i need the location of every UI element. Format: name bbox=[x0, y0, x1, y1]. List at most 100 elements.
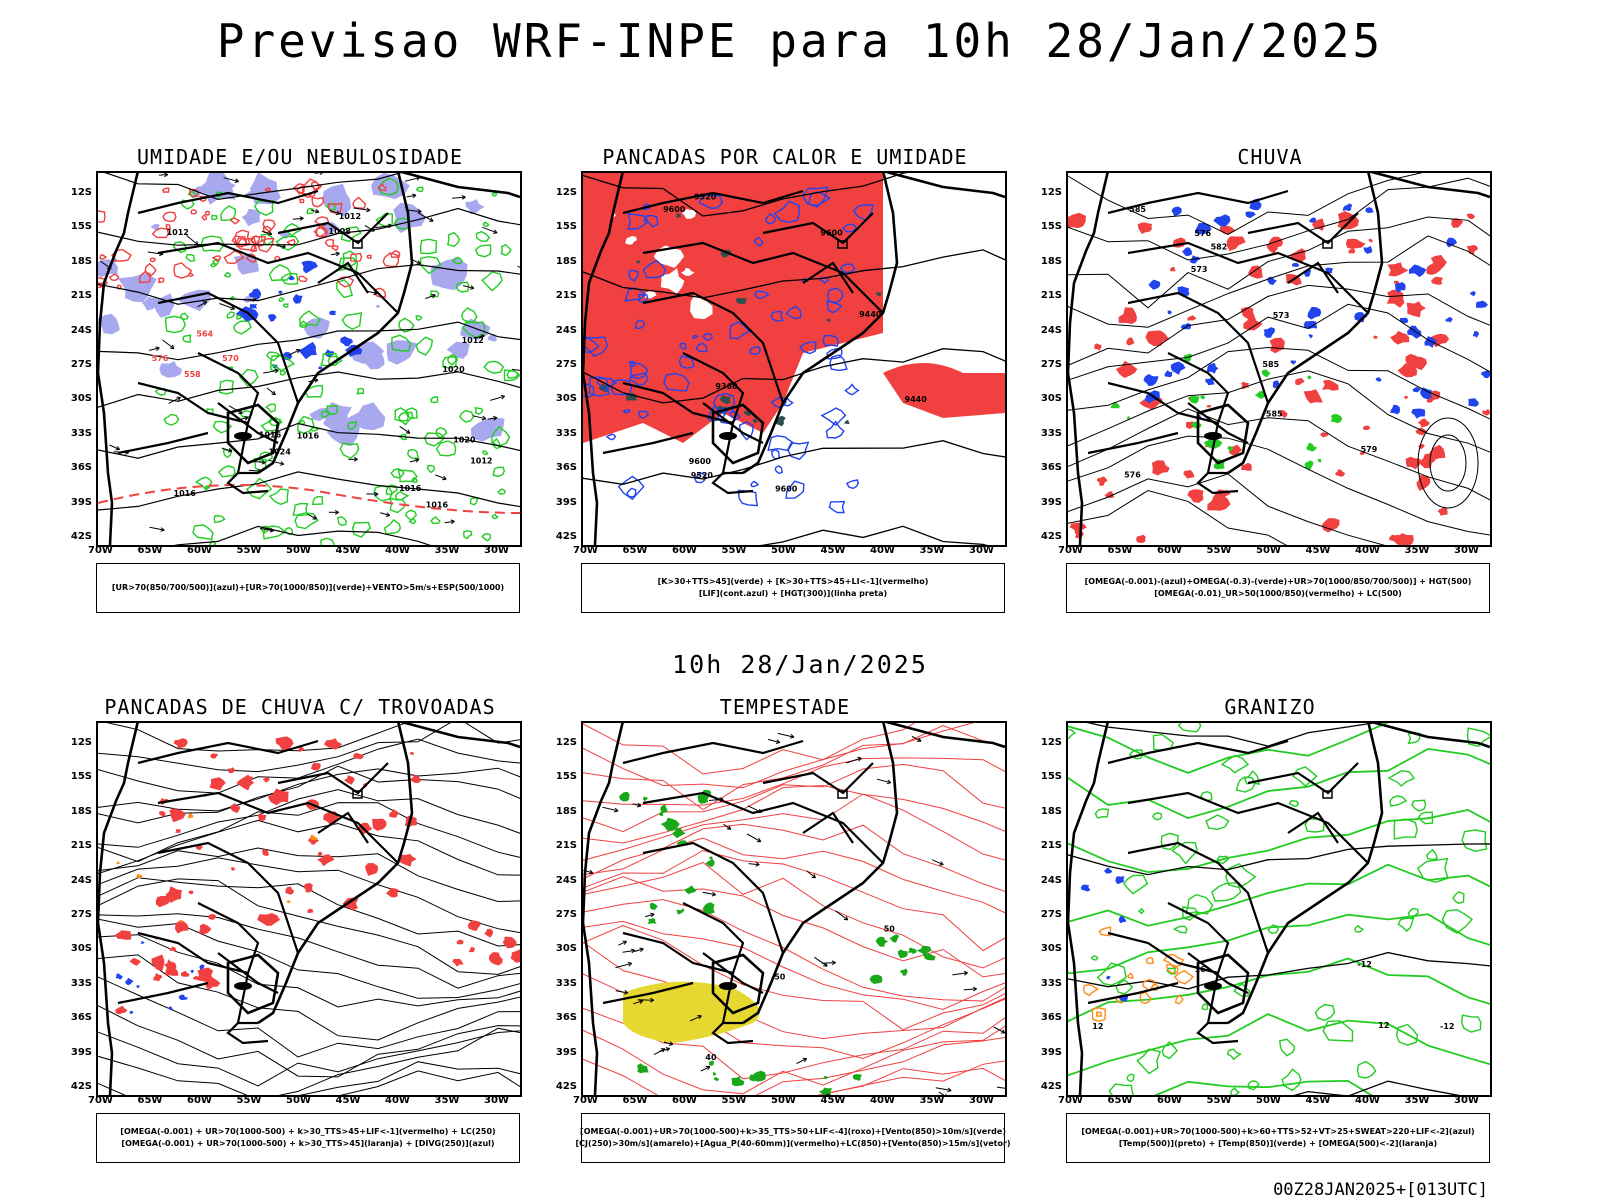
lon-tick-label: 45W bbox=[820, 545, 846, 556]
lon-tick-label: 40W bbox=[870, 545, 895, 556]
lat-tick-label: 36S bbox=[70, 462, 92, 474]
lat-tick-label: 12S bbox=[555, 737, 577, 748]
legend-line: [OMEGA(-0.01)_UR>50(1000/850)(vermelho) … bbox=[1154, 589, 1402, 598]
contour-label: 1016 bbox=[399, 484, 422, 493]
lat-tick-label: 12S bbox=[70, 737, 92, 748]
contour-label: 1012 bbox=[462, 336, 484, 345]
lat-tick-label: 39S bbox=[70, 496, 92, 508]
contour-label: 9600 bbox=[689, 457, 712, 466]
contour-label: 1024 bbox=[269, 448, 292, 457]
contour-label: -12 bbox=[1440, 1022, 1454, 1031]
legend-line: [CJ(250)>30m/s](amarelo)+[Agua_P(40-60mm… bbox=[575, 1139, 1011, 1148]
contour-label: 9600 bbox=[820, 228, 843, 237]
contour-label: 50 bbox=[884, 925, 896, 934]
lat-tick-label: 24S bbox=[1040, 874, 1062, 886]
lat-tick-label: 15S bbox=[1040, 771, 1062, 783]
contour-label: 12 bbox=[1092, 1022, 1103, 1031]
lat-tick-label: 27S bbox=[70, 359, 92, 370]
map-plot: 50 40 50 bbox=[581, 721, 1007, 1097]
map-plot: 1012 1012 1020 1016 1012 1008 1016 1012 1016 1020… bbox=[96, 171, 522, 547]
lat-tick-label: 18S bbox=[555, 255, 577, 267]
field-overlay bbox=[1068, 723, 1490, 1095]
coastline-borders bbox=[583, 723, 1005, 1095]
lat-tick-label: 12S bbox=[1040, 737, 1062, 748]
lat-tick-label: 21S bbox=[1040, 840, 1062, 852]
lat-tick-label: 15S bbox=[70, 771, 92, 783]
panel-tempestade: TEMPESTADE 50 40 50 12S 15S 18S 21S 24S 27S 30S 33S… bbox=[545, 695, 1025, 1175]
contour-label: 558 bbox=[184, 370, 201, 379]
lon-tick-label: 35W bbox=[434, 1095, 460, 1106]
panel-title: PANCADAS POR CALOR E UMIDADE bbox=[602, 145, 968, 169]
panel-granizo: GRANIZO -12 -12 12 12 16 12S 15S 18S 21S 24S 27S 30S… bbox=[1030, 695, 1510, 1175]
legend-box: [K>30+TTS>45](verde) + [K>30+TTS>45+LI<-… bbox=[581, 563, 1005, 613]
contour-label: 585 bbox=[1262, 360, 1279, 369]
lat-tick-label: 24S bbox=[1040, 324, 1062, 336]
lat-tick-label: 42S bbox=[70, 1081, 92, 1092]
lon-tick-label: 55W bbox=[236, 545, 262, 556]
lon-tick-label: 35W bbox=[919, 545, 945, 556]
lon-tick-label: 60W bbox=[187, 545, 212, 556]
lat-tick-label: 30S bbox=[70, 943, 92, 955]
lat-tick-label: 33S bbox=[70, 427, 92, 439]
lat-tick-label: 15S bbox=[555, 771, 577, 783]
map-plot: -12 -12 12 12 16 bbox=[1066, 721, 1492, 1097]
lon-tick-label: 45W bbox=[335, 1095, 361, 1106]
contour-label: 40 bbox=[705, 1053, 717, 1062]
lon-tick-label: 50W bbox=[771, 1095, 796, 1106]
map-plot bbox=[96, 721, 522, 1097]
lat-tick-label: 36S bbox=[1040, 462, 1062, 474]
lon-tick-label: 30W bbox=[484, 1095, 509, 1106]
panel-pancadas-calor: PANCADAS POR CALOR E UMIDADE 9600 9600 9600… bbox=[545, 145, 1025, 625]
field-overlay bbox=[583, 723, 1005, 1095]
lon-tick-label: 60W bbox=[672, 1095, 697, 1106]
lon-tick-label: 55W bbox=[721, 545, 747, 556]
lon-tick-label: 45W bbox=[820, 1095, 846, 1106]
panel-title: GRANIZO bbox=[1224, 695, 1316, 719]
contour-label: 12 bbox=[1378, 1021, 1389, 1030]
contour-label: 585 bbox=[1266, 409, 1283, 418]
lat-tick-label: 18S bbox=[70, 805, 92, 817]
legend-line: [OMEGA(-0.001) + UR>70(1000-500) + k>30_… bbox=[120, 1127, 496, 1136]
lat-tick-label: 24S bbox=[70, 874, 92, 886]
legend-line: [OMEGA(-0.001)+UR>70(1000-500)+k>35_TTS>… bbox=[580, 1127, 1006, 1136]
lon-tick-label: 50W bbox=[1256, 1095, 1281, 1106]
lat-tick-label: 21S bbox=[70, 290, 92, 302]
legend-box: [OMEGA(-0.001)+UR>70(1000-500)+k>35_TTS>… bbox=[575, 1113, 1011, 1163]
contour-label: 1012 bbox=[339, 212, 361, 221]
contour-label: 9600 bbox=[775, 484, 798, 493]
contour-label: 50 bbox=[774, 972, 786, 981]
lat-tick-label: 42S bbox=[555, 531, 577, 542]
contour-label: 1016 bbox=[174, 489, 197, 498]
lat-tick-label: 27S bbox=[555, 359, 577, 370]
lat-tick-label: 15S bbox=[555, 221, 577, 233]
field-overlay bbox=[583, 173, 1005, 545]
lon-tick-label: 70W bbox=[1058, 1095, 1083, 1106]
lat-tick-label: 39S bbox=[1040, 1046, 1062, 1058]
contour-label: 1016 bbox=[259, 431, 282, 440]
legend-line: [OMEGA(-0.001)+UR>70(1000-500)+k>60+TTS>… bbox=[1081, 1127, 1475, 1136]
lat-tick-label: 36S bbox=[555, 1012, 577, 1024]
lat-tick-label: 18S bbox=[70, 255, 92, 267]
legend-line: [OMEGA(-0.001)-(azul)+OMEGA(-0.3)-(verde… bbox=[1084, 577, 1472, 586]
lon-tick-label: 60W bbox=[187, 1095, 212, 1106]
lon-tick-label: 40W bbox=[1355, 1095, 1380, 1106]
contour-label: 9360 bbox=[715, 382, 738, 391]
lat-tick-label: 12S bbox=[1040, 187, 1062, 198]
lat-tick-label: 24S bbox=[555, 324, 577, 336]
lon-tick-label: 35W bbox=[434, 545, 460, 556]
lon-tick-label: 45W bbox=[1305, 545, 1331, 556]
contour-label: 582 bbox=[1211, 243, 1228, 252]
lat-tick-label: 33S bbox=[70, 977, 92, 989]
contour-label: 585 bbox=[1129, 205, 1146, 214]
lon-tick-label: 65W bbox=[1107, 1095, 1133, 1106]
lat-tick-label: 42S bbox=[555, 1081, 577, 1092]
lon-tick-label: 65W bbox=[137, 545, 163, 556]
legend-line: [UR>70(850/700/500)](azul)+[UR>70(1000/8… bbox=[111, 583, 505, 592]
lat-tick-label: 30S bbox=[1040, 393, 1062, 405]
lat-tick-label: 24S bbox=[555, 874, 577, 886]
panel-title: PANCADAS DE CHUVA C/ TROVOADAS bbox=[104, 695, 496, 719]
lat-tick-label: 39S bbox=[555, 1046, 577, 1058]
panel-title: CHUVA bbox=[1237, 145, 1303, 169]
lat-tick-label: 30S bbox=[555, 393, 577, 405]
lat-tick-label: 42S bbox=[70, 531, 92, 542]
